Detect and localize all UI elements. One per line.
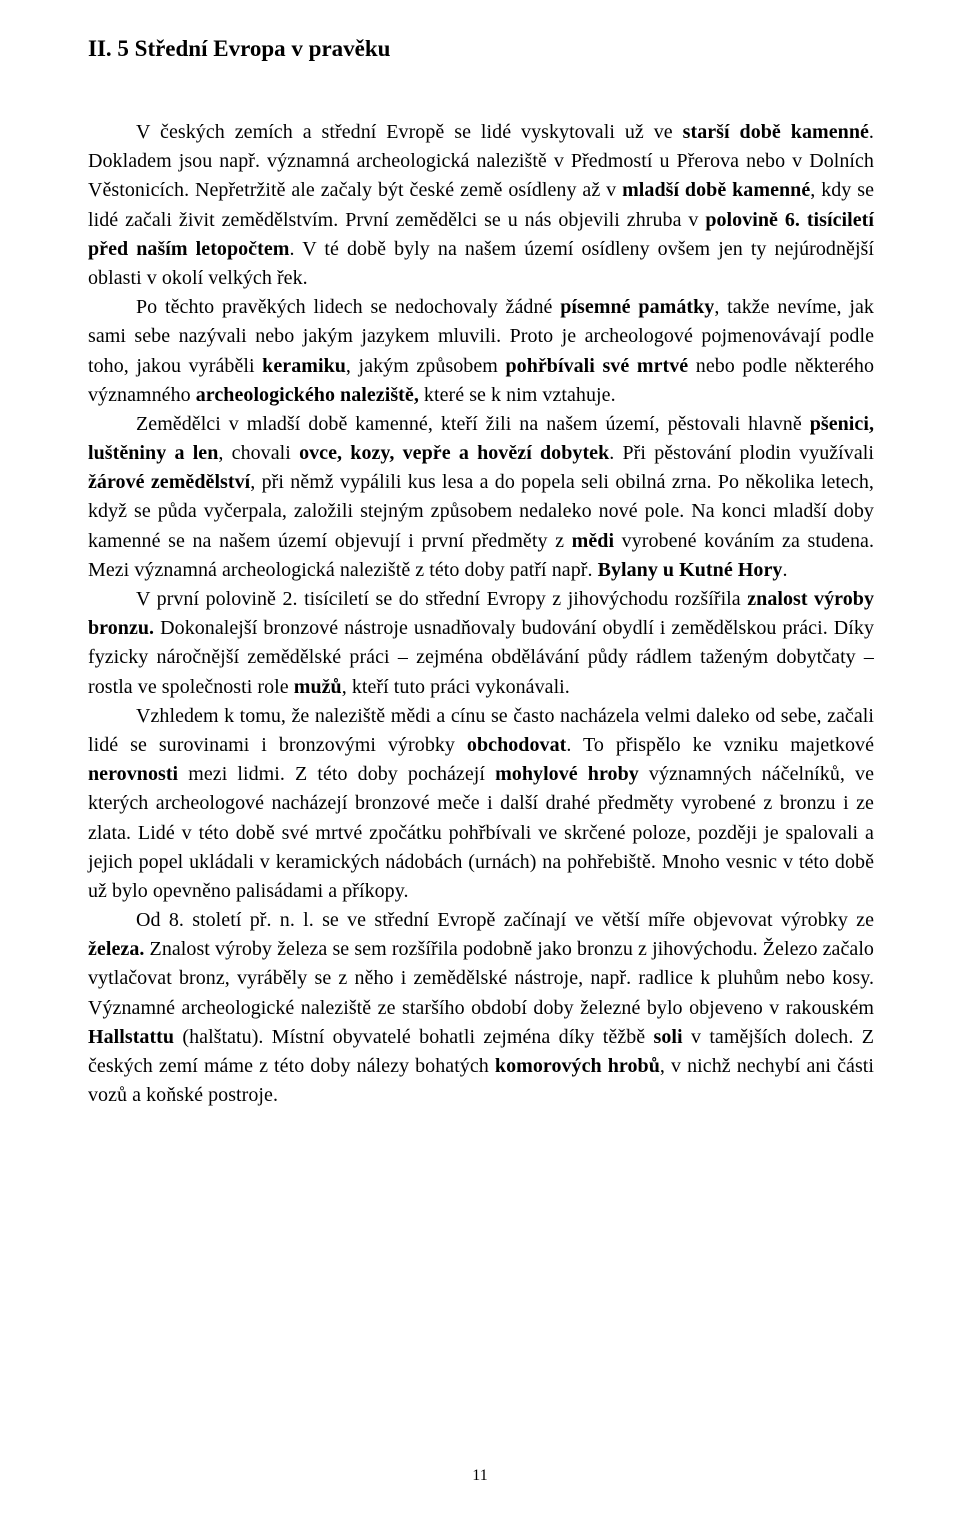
- bold-run: archeologického naleziště,: [196, 384, 419, 406]
- document-page: II. 5 Střední Evropa v pravěku V českých…: [0, 0, 960, 1513]
- text-run: .: [782, 559, 787, 581]
- text-run: Znalost výroby železa se sem rozšířila p…: [88, 938, 874, 1018]
- bold-run: starší době kamenné: [683, 121, 869, 143]
- bold-run: ovce, kozy, vepře a hovězí dobytek: [299, 442, 609, 464]
- text-run: , chovali: [218, 442, 299, 464]
- bold-run: mohylové hroby: [495, 763, 639, 785]
- bold-run: obchodovat: [467, 734, 566, 756]
- text-run: . To přispělo ke vzniku majetkové: [566, 734, 874, 756]
- bold-run: pohřbívali své mrtvé: [505, 355, 688, 377]
- section-heading: II. 5 Střední Evropa v pravěku: [88, 36, 874, 62]
- text-run: Od 8. století př. n. l. se ve střední Ev…: [136, 909, 874, 931]
- paragraph-2: Po těchto pravěkých lidech se nedochoval…: [88, 293, 874, 410]
- page-number: 11: [0, 1467, 960, 1485]
- text-run: , jakým způsobem: [346, 355, 506, 377]
- bold-run: Hallstattu: [88, 1026, 174, 1048]
- paragraph-3: Zemědělci v mladší době kamenné, kteří ž…: [88, 410, 874, 585]
- bold-run: mladší době kamenné: [622, 179, 810, 201]
- text-run: Po těchto pravěkých lidech se nedochoval…: [136, 296, 560, 318]
- text-run: V českých zemích a střední Evropě se lid…: [136, 121, 683, 143]
- bold-run: soli: [654, 1026, 683, 1048]
- bold-run: železa.: [88, 938, 144, 960]
- bold-run: mědi: [572, 530, 614, 552]
- text-run: . Při pěstování plodin využívali: [609, 442, 874, 464]
- bold-run: písemné památky: [560, 296, 714, 318]
- paragraph-1: V českých zemích a střední Evropě se lid…: [88, 118, 874, 293]
- bold-run: Bylany u Kutné Hory: [598, 559, 783, 581]
- paragraph-6: Od 8. století př. n. l. se ve střední Ev…: [88, 906, 874, 1110]
- paragraph-5: Vzhledem k tomu, že naleziště mědi a cín…: [88, 702, 874, 906]
- text-run: mezi lidmi. Z této doby pocházejí: [178, 763, 495, 785]
- text-run: které se k nim vztahuje.: [419, 384, 616, 406]
- bold-run: keramiku: [262, 355, 346, 377]
- paragraph-4: V první polovině 2. tisíciletí se do stř…: [88, 585, 874, 702]
- text-run: Zemědělci v mladší době kamenné, kteří ž…: [136, 413, 810, 435]
- text-run: (halštatu). Místní obyvatelé bohatli zej…: [174, 1026, 653, 1048]
- bold-run: komorových hrobů: [495, 1055, 660, 1077]
- bold-run: mužů: [294, 676, 342, 698]
- bold-run: žárové zemědělství: [88, 471, 250, 493]
- text-run: V první polovině 2. tisíciletí se do stř…: [136, 588, 747, 610]
- bold-run: nerovnosti: [88, 763, 178, 785]
- text-run: , kteří tuto práci vykonávali.: [342, 676, 570, 698]
